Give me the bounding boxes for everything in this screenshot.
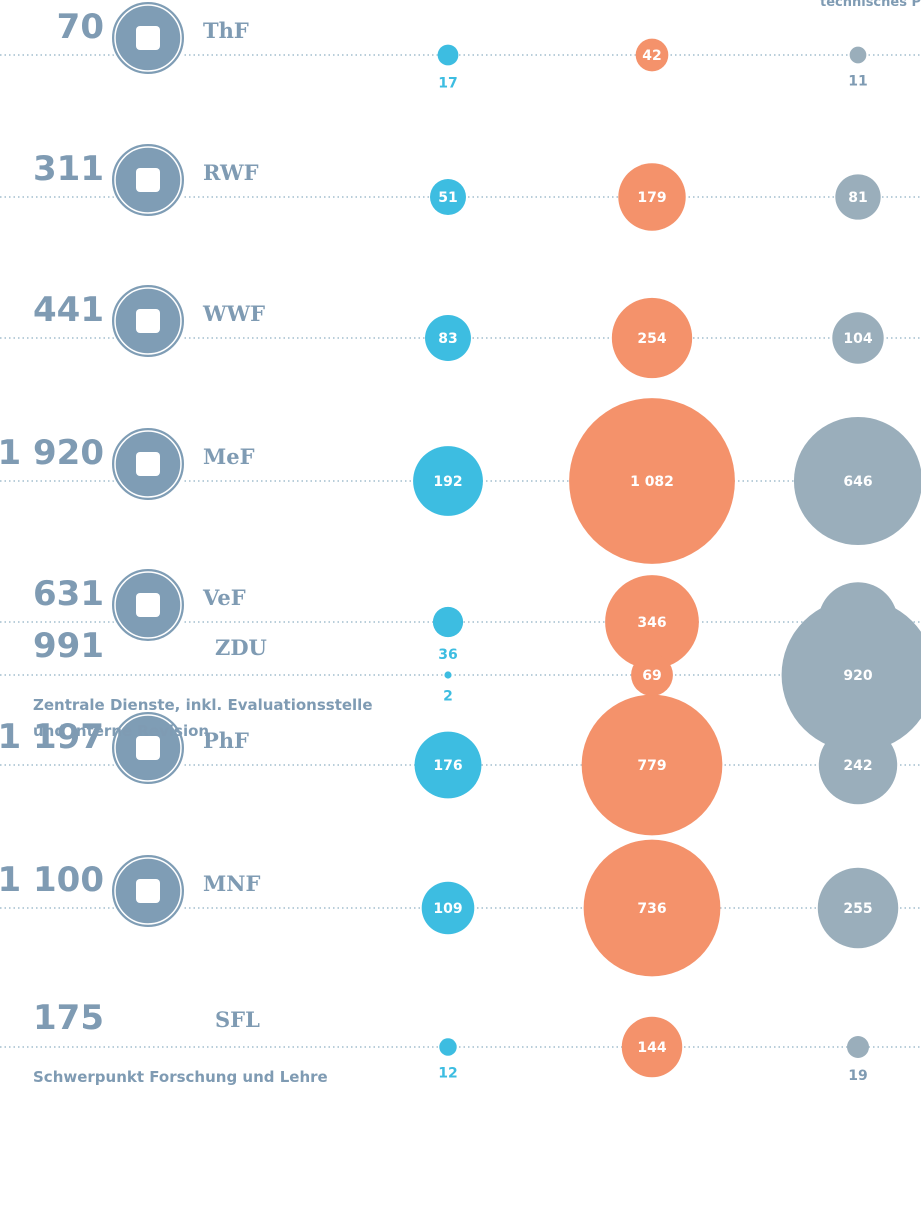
bubble	[817, 867, 899, 949]
bubble-label: 920	[843, 668, 872, 684]
bubble-label: 109	[433, 901, 462, 917]
bubble	[432, 606, 464, 638]
row-total: 991	[33, 626, 104, 666]
icon-glyph	[136, 593, 160, 617]
bubble-label: 242	[843, 758, 872, 774]
bubble	[439, 1038, 457, 1056]
faculty-code: RWF	[203, 160, 259, 185]
bubble	[569, 398, 735, 564]
bubble-label: 2	[443, 689, 453, 705]
icon-glyph	[136, 879, 160, 903]
bubble-label: 42	[642, 48, 661, 64]
faculty-description: Schwerpunkt Forschung und Lehre	[33, 1068, 328, 1086]
faculty-code: MNF	[203, 871, 260, 896]
bubble	[421, 881, 475, 935]
bubble-label: 179	[637, 190, 666, 206]
row-total: 1 100	[0, 860, 104, 900]
faculty-code: ThF	[203, 18, 249, 43]
icon-glyph	[136, 452, 160, 476]
row-total: 175	[33, 998, 104, 1038]
bubble	[849, 46, 867, 64]
faculty-description: Zentrale Dienste, inkl. Evaluationsstell…	[33, 696, 373, 714]
bubble-label: 1 082	[630, 474, 674, 490]
bubble	[793, 416, 921, 546]
row-total: 70	[57, 7, 104, 47]
bubble	[605, 575, 699, 669]
bubble	[611, 297, 693, 379]
bubble-label: 81	[848, 190, 867, 206]
bubble	[847, 1036, 869, 1058]
bubble-label: 646	[843, 474, 872, 490]
bubble-label: 69	[642, 668, 661, 684]
faculty-icon	[110, 710, 186, 786]
icon-ring	[114, 571, 182, 639]
faculty-icon	[110, 0, 186, 76]
faculty-icon	[110, 853, 186, 929]
icon-ring	[114, 714, 182, 782]
row-total: 1 197	[0, 717, 104, 757]
icon-glyph	[136, 26, 160, 50]
bubble	[832, 312, 884, 364]
faculty-code: SFL	[215, 1007, 260, 1032]
faculty-code: MeF	[203, 444, 255, 469]
icon-glyph	[136, 309, 160, 333]
icon-ring	[114, 857, 182, 925]
bubble	[618, 163, 686, 231]
faculty-icon	[110, 283, 186, 359]
faculty-icon	[110, 567, 186, 643]
bubble	[581, 694, 723, 836]
bubble-label: 11	[848, 73, 867, 89]
bubble-label: 36	[438, 647, 457, 663]
icon-ring	[114, 287, 182, 355]
bubble	[631, 654, 673, 696]
bubble-label: 144	[637, 1040, 666, 1056]
bubble-label: 19	[848, 1068, 867, 1084]
bubble	[583, 839, 721, 977]
bubble-label: 736	[637, 901, 666, 917]
icon-glyph	[136, 736, 160, 760]
row-total: 631	[33, 574, 104, 614]
row-total: 441	[33, 290, 104, 330]
bubble-label: 51	[438, 190, 457, 206]
bubble	[621, 1016, 683, 1078]
bubble-label: 346	[637, 615, 666, 631]
bubble	[444, 671, 452, 679]
bubble-label: 192	[433, 474, 462, 490]
faculty-code: ZDU	[215, 635, 267, 660]
bubble	[781, 598, 921, 752]
bubble-label: 12	[438, 1066, 457, 1082]
faculty-code: PhF	[203, 728, 249, 753]
icon-glyph	[136, 168, 160, 192]
faculty-code: WWF	[202, 301, 265, 326]
column-header: technisches P	[820, 0, 921, 10]
bubble	[635, 38, 669, 72]
bubble	[425, 315, 471, 361]
bubble-label: 255	[843, 901, 872, 917]
bubble	[413, 446, 483, 516]
bubble-label: 17	[438, 75, 457, 91]
icon-ring	[114, 4, 182, 72]
bubble-label: 176	[433, 758, 462, 774]
row-total: 311	[33, 149, 104, 189]
faculty-code: VeF	[202, 585, 246, 610]
bubble-label: 254	[637, 331, 666, 347]
icon-ring	[114, 430, 182, 498]
faculty-icon	[110, 426, 186, 502]
bubble	[430, 179, 466, 215]
icon-ring	[114, 146, 182, 214]
faculty-icon	[110, 142, 186, 218]
faculty-description: und Interne Revision	[33, 722, 209, 740]
bubble-label: 779	[637, 758, 666, 774]
bubble-label: 83	[438, 331, 457, 347]
row-total: 1 920	[0, 433, 104, 473]
bubble	[414, 731, 482, 799]
bubble	[437, 44, 459, 66]
bubble-label: 104	[843, 331, 872, 347]
bubble	[835, 174, 881, 220]
